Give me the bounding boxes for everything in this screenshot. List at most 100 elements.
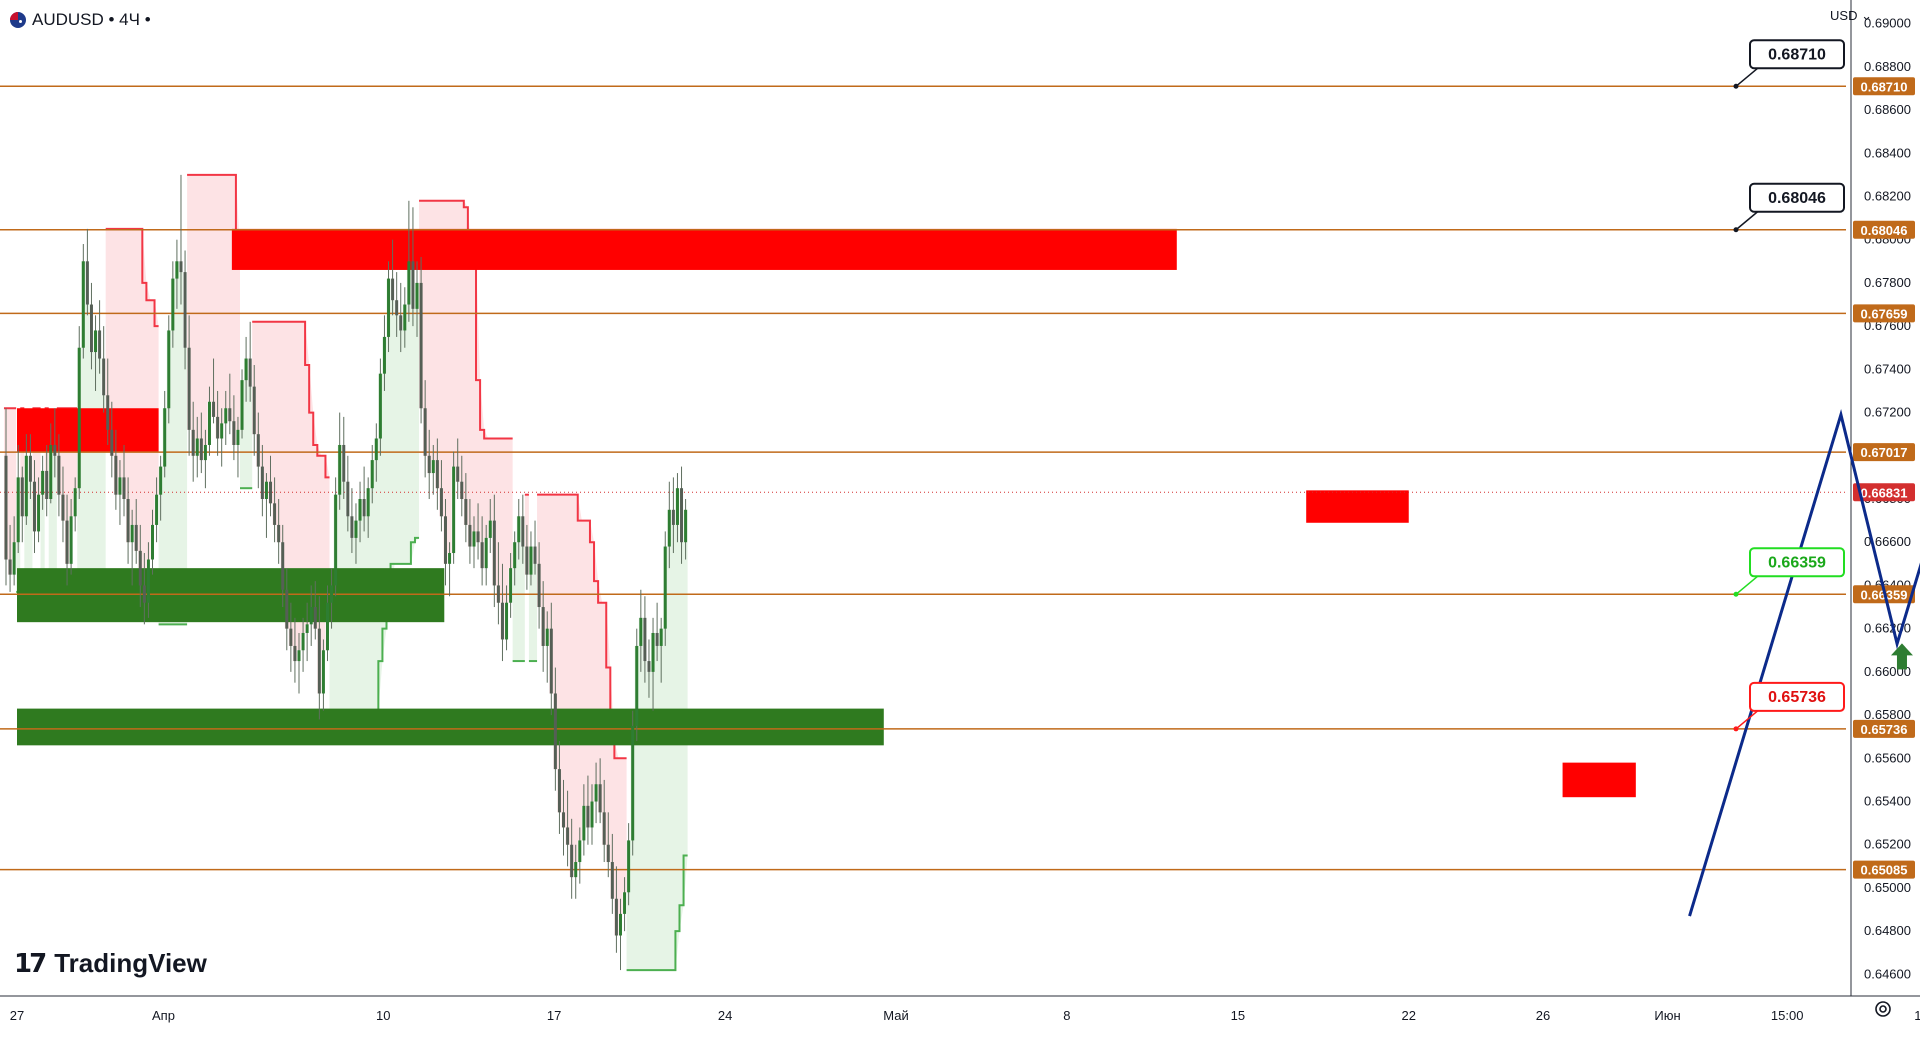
x-tick-label: 27 (10, 1008, 24, 1023)
price-callout-box (1749, 681, 1845, 712)
candle-body (651, 632, 655, 672)
candle-body (236, 429, 240, 445)
candle-body (4, 455, 8, 560)
y-tick-label: 0.64600 (1864, 966, 1911, 981)
candle-body (248, 358, 252, 387)
candle-body (256, 434, 260, 467)
candle-body (317, 628, 321, 694)
y-tick-label: 0.65200 (1864, 837, 1911, 852)
candle-body (175, 261, 179, 279)
candle-body (199, 438, 203, 461)
candle-body (574, 862, 578, 878)
candle-body (146, 559, 150, 603)
y-tick-label: 0.67800 (1864, 275, 1911, 290)
candle-body (374, 438, 378, 461)
trail-fill-bear (419, 200, 513, 640)
currency-dropdown[interactable]: USD ⌄ (1830, 8, 1872, 24)
candle-body (134, 524, 138, 551)
candle-body (680, 488, 684, 543)
candle-body (49, 444, 53, 499)
x-tick-label: 15:00 (1771, 1008, 1804, 1023)
candle-body (85, 261, 89, 305)
candle-body (130, 524, 134, 543)
forecast-path (1688, 409, 1920, 917)
callout-pointer (1735, 209, 1761, 231)
candle-body (232, 421, 236, 445)
candle-body (635, 645, 639, 726)
candle-body (431, 460, 435, 474)
level-price-tag (1853, 719, 1915, 738)
level-price-label: 0.68046 (1861, 223, 1908, 238)
candle-body (187, 347, 191, 430)
candle-body (594, 784, 598, 802)
x-tick-label: 24 (718, 1008, 732, 1023)
candle-body (509, 568, 513, 603)
candle-body (342, 444, 346, 482)
candle-body (313, 607, 317, 629)
candle-body (89, 304, 93, 353)
candle-body (362, 499, 366, 517)
candle-body (102, 358, 106, 396)
x-tick-label: 8 (1063, 1008, 1070, 1023)
candle-body (309, 607, 313, 625)
candle-body (627, 840, 631, 893)
x-tick-label: 10 (376, 1008, 390, 1023)
candle-body (415, 282, 419, 309)
candle-body (647, 661, 651, 672)
symbol-header[interactable]: AUDUSD • 4Ч • (10, 8, 151, 32)
y-tick-label: 0.65400 (1864, 794, 1911, 809)
candle-body (37, 494, 41, 532)
candle-body (338, 444, 342, 495)
candle-body (171, 278, 175, 331)
candle-body (602, 812, 606, 845)
candle-body (643, 617, 647, 662)
candle-body (163, 408, 167, 467)
resistance-zone (17, 408, 159, 452)
candle-body (545, 628, 549, 646)
candle-body (492, 520, 496, 586)
level-price-label: 0.68710 (1861, 79, 1908, 94)
gear-icon[interactable] (1872, 998, 1894, 1020)
candle-body (675, 488, 679, 525)
candle-body (639, 617, 643, 646)
candle-body (212, 401, 216, 417)
candle-body (407, 261, 411, 305)
candle-body (529, 546, 533, 575)
candle-body (330, 585, 334, 603)
candle-body (460, 481, 464, 499)
candle-body (399, 315, 403, 331)
candle-body (203, 444, 207, 461)
candle-body (73, 488, 77, 517)
candle-body (667, 509, 671, 547)
candle-body (297, 650, 301, 662)
x-tick-label: Май (883, 1008, 908, 1023)
candle-body (16, 477, 20, 543)
candle-body (118, 477, 122, 495)
chevron-down-icon: ⌄ (1861, 8, 1872, 23)
candle-body (500, 602, 504, 640)
y-tick-label: 0.68800 (1864, 59, 1911, 74)
candle-body (264, 481, 268, 499)
candle-body (435, 460, 439, 489)
candle-body (505, 602, 509, 640)
candle-body (167, 330, 171, 409)
entry-arrow-icon (1890, 643, 1913, 670)
y-tick-label: 0.68200 (1864, 188, 1911, 203)
candle-body (114, 455, 118, 495)
callout-anchor (1733, 591, 1739, 597)
candle-body (8, 559, 12, 575)
level-price-tag (1853, 220, 1915, 239)
candle-body (269, 481, 273, 504)
candle-body (122, 477, 126, 499)
y-tick-label: 0.68400 (1864, 145, 1911, 160)
candle-body (382, 336, 386, 374)
candle-body (456, 466, 460, 482)
candle-body (476, 531, 480, 543)
candle-body (525, 546, 529, 575)
candle-body (53, 444, 57, 456)
trail-fill-bull (158, 261, 188, 625)
candle-body (480, 542, 484, 569)
candle-body (370, 460, 374, 489)
symbol-label: AUDUSD • 4Ч • (32, 10, 151, 29)
